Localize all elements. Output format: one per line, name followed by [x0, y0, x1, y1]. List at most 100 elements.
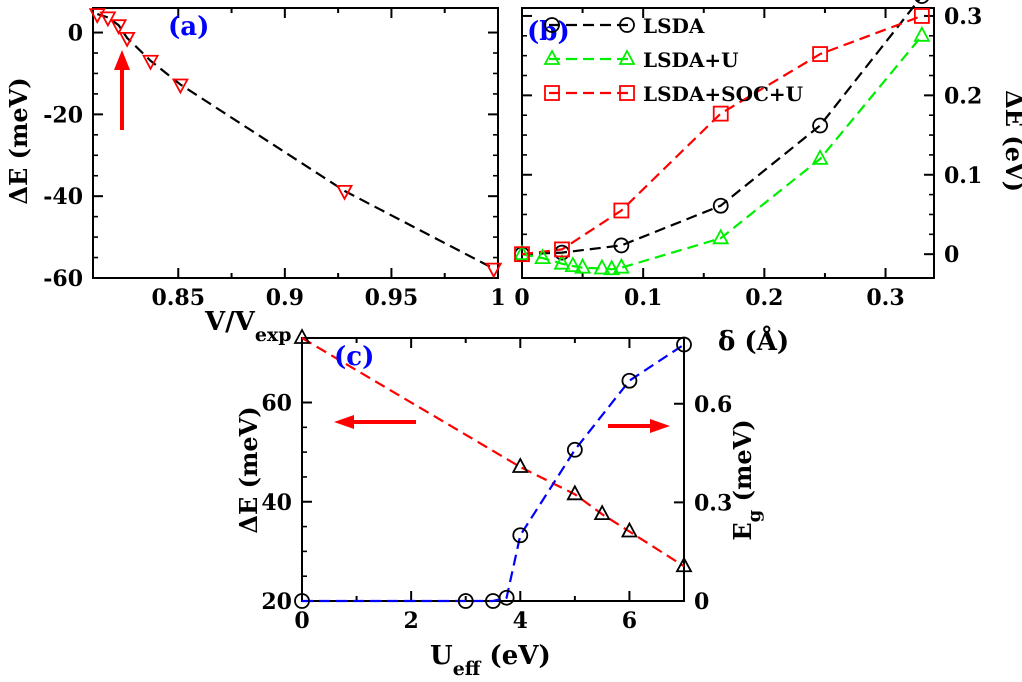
- panel-a: 0.85 0.9 0.95 1 0 -20 -40 -60 (a) ΔE (meV) V/Ve…: [4, 7, 506, 346]
- panel-c-tick-labels: 0 2 4 6 20 40 60 0 0.3 0.6: [261, 391, 732, 634]
- panel-c-ytick-right-label: 0: [694, 589, 709, 615]
- panel-b-series-line-3: [521, 14, 923, 256]
- panel-b-point: [613, 237, 630, 254]
- legend-label: LSDA+SOC+U: [643, 82, 803, 106]
- panel-b-series-line-1: [521, 0, 921, 256]
- panel-a-point: [485, 262, 503, 279]
- panel-c-ylabel-right-sub: g: [744, 509, 765, 522]
- panel-c-markers: [293, 328, 693, 609]
- panel-a-ytick-label: 0: [68, 21, 83, 47]
- panel-b-ytick-label: 0.3: [944, 4, 982, 30]
- panel-c-ylabel-right-main: E: [728, 522, 757, 540]
- panel-a-point: [142, 54, 160, 71]
- panel-a-series-line-1: [96, 13, 495, 270]
- panel-b-point: [915, 0, 929, 4]
- panel-c-point: [566, 441, 583, 458]
- panel-a-ticks: [93, 8, 499, 279]
- panel-a-xtick-label: 0.9: [266, 285, 304, 311]
- panel-c-point: [293, 328, 311, 344]
- panel-b-xtick-label: 0.3: [866, 285, 904, 311]
- panel-a-ytick-label: -40: [43, 184, 83, 210]
- panel-c-lines: [301, 337, 685, 603]
- panel-b-point: [564, 256, 582, 272]
- panel-c-point: [457, 593, 474, 609]
- legend-label: LSDA+U: [643, 48, 739, 72]
- panel-c-xlabel-sub: eff: [453, 658, 482, 680]
- panel-b-ytick-label: 0: [944, 242, 959, 268]
- panel-c-xtick-label: 0: [294, 608, 309, 634]
- panel-a-point: [171, 78, 189, 95]
- panel-a-label: (a): [168, 12, 209, 42]
- panel-c-point: [593, 504, 611, 521]
- panel-b-ticks: [521, 8, 934, 278]
- panel-a-point: [110, 19, 128, 36]
- panel-a-ylabel: ΔE (meV): [4, 77, 33, 204]
- panel-b-point: [612, 257, 630, 274]
- panel-c-series-line-2: [302, 343, 685, 603]
- panel-c-xtick-label: 6: [622, 608, 637, 634]
- panel-c-ticks: [301, 338, 684, 602]
- panel-b-xtick-label: 0.1: [624, 285, 662, 311]
- panel-c-ylabel: ΔE (meV): [234, 406, 263, 533]
- panel-c-point: [498, 589, 515, 606]
- panel-b-xtick-label: 0: [514, 285, 529, 311]
- panel-c-arrow-right: [608, 419, 670, 433]
- panel-b-point: [712, 228, 730, 245]
- panel-c-ytick-label: 40: [261, 490, 292, 516]
- panel-a-ytick-label: -20: [43, 102, 83, 128]
- legend-marker: [619, 17, 635, 33]
- panel-a-xtick-label: 0.95: [365, 285, 419, 311]
- panel-b-point: [812, 46, 828, 62]
- panel-b-ytick-label: 0.1: [944, 163, 982, 189]
- panel-c-ylabel-right: Eg (meV): [728, 419, 765, 540]
- panel-c-xlabel-suffix: (eV): [480, 641, 550, 671]
- panel-a-xlabel: V/Vexp: [204, 307, 292, 346]
- panel-c-point: [621, 372, 638, 389]
- panel-b-point: [913, 25, 931, 42]
- panel-b-series-line-2: [521, 35, 923, 271]
- panel-c-xlabel-main: U: [430, 641, 453, 671]
- panel-c-ylabel-right-suffix: (meV): [728, 419, 757, 509]
- legend-marker: [544, 17, 560, 33]
- panel-a-xlabel-main: V/V: [204, 307, 256, 337]
- panel-b-legend: LSDA LSDA+U LSDA+SOC+U: [543, 14, 803, 106]
- panel-b-point: [514, 246, 530, 263]
- panel-b-xlabel: δ (Å): [718, 326, 789, 357]
- legend-marker: [618, 49, 636, 65]
- panel-c-arrow-left: [334, 415, 416, 429]
- panel-c-point: [512, 527, 529, 544]
- panel-a-point: [88, 8, 106, 25]
- panel-b-point: [812, 117, 828, 134]
- panel-c-point: [675, 556, 693, 573]
- panel-a-xlabel-sub: exp: [255, 324, 292, 346]
- panel-c-point: [566, 484, 584, 501]
- panel-b-lines: [521, 0, 923, 271]
- panel-b-point: [593, 258, 611, 275]
- panel-a-arrow: [114, 50, 130, 130]
- panel-b-point: [603, 259, 621, 276]
- panel-c-ytick-label: 60: [261, 391, 292, 417]
- panel-a-markers: [88, 8, 503, 279]
- panel-b-point: [553, 253, 571, 270]
- panel-b-tick-labels: 0 0.1 0.2 0.3 0 0.1 0.2 0.3: [514, 4, 982, 311]
- panel-a-frame: [92, 7, 499, 279]
- panel-a-tick-labels: 0.85 0.9 0.95 1 0 -20 -40 -60: [43, 21, 505, 311]
- panel-c-xtick-label: 2: [403, 608, 418, 634]
- panel-b-point: [712, 197, 729, 214]
- panel-a-point: [118, 31, 136, 48]
- panel-b-point: [811, 148, 829, 165]
- panel-b-point: [712, 105, 729, 122]
- panel-c-point: [620, 521, 638, 538]
- panel-a-point: [99, 11, 117, 28]
- panel-c-label: (c): [334, 342, 374, 372]
- panel-b-ytick-label: 0.2: [944, 83, 982, 109]
- panel-b-ylabel: ΔE (eV): [1000, 90, 1022, 192]
- legend-label: LSDA: [643, 14, 705, 38]
- panel-b-point: [513, 244, 531, 261]
- panel-b-point: [913, 8, 930, 24]
- panel-c-point: [294, 593, 310, 609]
- panel-a-xtick-label: 0.85: [151, 285, 205, 311]
- panel-b-xtick-label: 0.2: [745, 285, 783, 311]
